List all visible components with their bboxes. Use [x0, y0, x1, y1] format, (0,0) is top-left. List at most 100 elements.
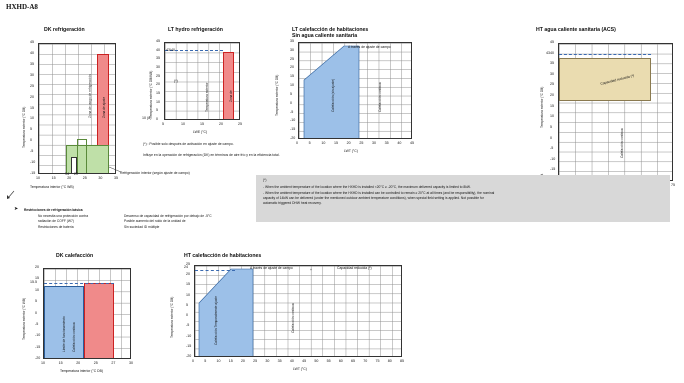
- y-axis-label: Temperatura exterior (°C WB): [22, 297, 26, 340]
- y-axis-label: Temperatura exterior (°C DB): [275, 74, 279, 116]
- y-tick-label: 5: [186, 302, 188, 307]
- note-line: capacity of 14kW can be delivered (under…: [263, 196, 484, 200]
- x-tick-label: 5: [204, 359, 207, 363]
- y-tick-label: 25: [550, 82, 554, 87]
- bullet-marker-icon: ➤: [14, 206, 19, 212]
- chart-title: LT hydro refrigeración: [168, 27, 223, 33]
- red-zone-long-label: Zona de rango de refrigeración: [88, 74, 92, 118]
- x-tick-label: 20: [67, 176, 72, 180]
- y-tick-label: 25: [30, 83, 34, 88]
- y-tick-label: 20: [550, 93, 554, 98]
- y-tick-label: 10: [35, 287, 39, 292]
- x-tick-label: 10: [181, 122, 185, 126]
- y-tick-label: 10: [186, 292, 190, 297]
- x-tick-label: 25: [253, 359, 258, 363]
- operation-limit-zone: [44, 286, 84, 358]
- star-note-1: (*) : Posible solo después de activación…: [143, 142, 234, 146]
- x-axis-label: LWT (°C): [344, 149, 358, 153]
- x-tick-label: 30: [265, 359, 270, 363]
- y-tick-label: 30: [550, 71, 554, 76]
- limit-line: [165, 50, 223, 51]
- x-tick-label: 40: [397, 141, 402, 145]
- x-tick-label: 10: [321, 141, 326, 145]
- bullet-item: Sin suciedad ID múltiple: [124, 225, 160, 229]
- blue-zone-label: Calefacción Temporalmente ajuste: [214, 296, 218, 345]
- y-tick-label: -15: [290, 127, 296, 132]
- y-tick-label: -15: [30, 171, 36, 175]
- top-note: A través de ajuste de campo: [348, 45, 391, 49]
- y-axis-label: Temperatura exterior (°C DB/WB): [149, 70, 153, 118]
- y-tick-label: 40: [156, 47, 160, 52]
- bullet-item: No necesita una protección contra: [38, 214, 89, 218]
- min-limit-box: [71, 157, 77, 173]
- y-tick-label: 20: [30, 94, 34, 99]
- y-tick-label: -20: [186, 354, 192, 358]
- y-tick-label: 45: [156, 39, 160, 43]
- x-tick-label: 5: [162, 122, 164, 126]
- y-tick-label: 35: [550, 61, 554, 66]
- y-tick-label: 5: [30, 127, 32, 132]
- y-tick-label: 20: [290, 65, 294, 70]
- plot-area: [38, 43, 116, 174]
- limit-line: [195, 270, 235, 271]
- y-tick-label: 0: [30, 138, 32, 143]
- y-tick-label: 5: [156, 108, 158, 113]
- y-tick-label: -10: [186, 333, 192, 338]
- y-tick-label: 10: [550, 114, 554, 119]
- y-tick-label: 45: [550, 40, 554, 44]
- y-tick-label: -5: [550, 146, 554, 151]
- x-tick-label: 30: [98, 176, 103, 180]
- red-zone-label: Zona de ajuste: [102, 96, 106, 118]
- x-tick-label: 60: [338, 359, 343, 363]
- bullet-item: radiación de COFF (W7): [38, 219, 74, 223]
- x-tick-label: 15: [228, 359, 233, 363]
- plot-area: [43, 268, 131, 359]
- heating-envelope: [303, 45, 360, 138]
- y-mark-label: 24: [184, 265, 188, 269]
- side-label: Calefacción continua: [291, 303, 295, 333]
- chart-title: HT calefacción de habitaciones: [184, 253, 262, 259]
- x-tick-label: 35: [114, 176, 118, 180]
- y-tick-label: 5: [35, 299, 37, 304]
- chart-title: LT calefacción de habitaciones: [292, 27, 369, 33]
- bullet-item: Restricciones de batería: [38, 225, 74, 229]
- plus-marker: +: [310, 268, 312, 272]
- y-tick-label: -5: [30, 149, 34, 154]
- x-tick-label: 25: [93, 361, 98, 365]
- x-tick-label: 85: [400, 359, 404, 363]
- x-tick-label: 15: [200, 122, 204, 126]
- pointer-arrow-icon: [7, 190, 15, 199]
- y-tick-label: 20: [186, 272, 190, 277]
- chart-title: DK calefacción: [56, 253, 94, 259]
- heating-envelope: [198, 268, 254, 356]
- y-tick-label: 0: [186, 313, 188, 318]
- y-tick-label: 25: [186, 262, 190, 266]
- x-tick-label: 5: [308, 141, 311, 145]
- y-tick-label: -15: [35, 344, 41, 349]
- y-tick-label: 35: [156, 56, 160, 61]
- x-tick-label: 10: [36, 176, 40, 180]
- x-axis-label: Temperatura interior (°C DB): [60, 369, 103, 373]
- side-label: Calefacción continua: [620, 128, 624, 158]
- x-tick-label: 25: [82, 176, 87, 180]
- y-tick-label: 25: [290, 56, 294, 61]
- top-note: A través de ajuste de campo: [250, 266, 293, 270]
- y-tick-label: 0: [290, 100, 292, 105]
- y-tick-label: -15: [186, 343, 192, 348]
- star-note-2: Influye en la operación de refrigeración…: [143, 153, 280, 157]
- y-tick-label: 10: [30, 116, 34, 121]
- x-tick-label: 70: [363, 359, 368, 363]
- plot-area: [298, 42, 412, 139]
- y-tick-label: 30: [156, 65, 160, 69]
- y-tick-label: -15: [550, 167, 556, 172]
- plot-area: [194, 265, 402, 357]
- y-tick-label: 15: [186, 282, 190, 287]
- y-tick-label: 0: [35, 310, 37, 315]
- y-tick-label: -5: [186, 323, 190, 328]
- y-tick-label: 40: [550, 50, 554, 55]
- x-tick-label: 20: [346, 141, 351, 145]
- x-tick-label: 0: [192, 359, 194, 363]
- y-top-label: 43/40: [166, 48, 175, 52]
- x-tick-label: 25: [238, 122, 242, 126]
- reduced-capacity-zone: [559, 58, 651, 101]
